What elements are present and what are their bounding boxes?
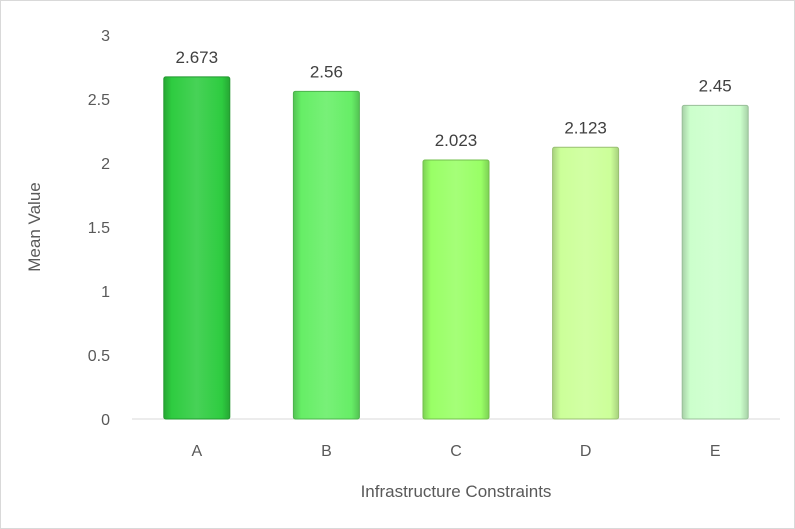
data-label: 2.56 [310,62,343,81]
bar-D [552,146,620,420]
bar-E [681,104,749,420]
bar-C [422,159,490,420]
bar-B [292,90,360,420]
x-tick-label: A [191,443,202,460]
y-tick-label: 2 [101,156,110,173]
x-axis-ticks: A B C D E [191,443,720,460]
x-tick-label: E [710,443,721,460]
data-label: 2.673 [176,48,219,67]
x-tick-label: B [321,443,332,460]
data-labels: 2.673 2.56 2.023 2.123 2.45 [176,48,732,150]
x-tick-label: D [580,443,592,460]
y-axis-title: Mean Value [25,182,44,271]
data-label: 2.123 [564,118,607,137]
bars [163,76,749,420]
bar-A [163,76,231,420]
y-tick-label: 1 [101,284,110,301]
y-tick-label: 3 [101,28,110,45]
x-axis-title: Infrastructure Constraints [361,482,552,501]
data-label: 2.023 [435,131,478,150]
y-tick-label: 0 [101,412,110,429]
x-tick-label: C [450,443,462,460]
y-tick-label: 1.5 [88,220,110,237]
y-axis-ticks: 0 0.5 1 1.5 2 2.5 3 [88,28,110,429]
y-tick-label: 0.5 [88,348,110,365]
data-label: 2.45 [699,76,732,95]
y-tick-label: 2.5 [88,92,110,109]
